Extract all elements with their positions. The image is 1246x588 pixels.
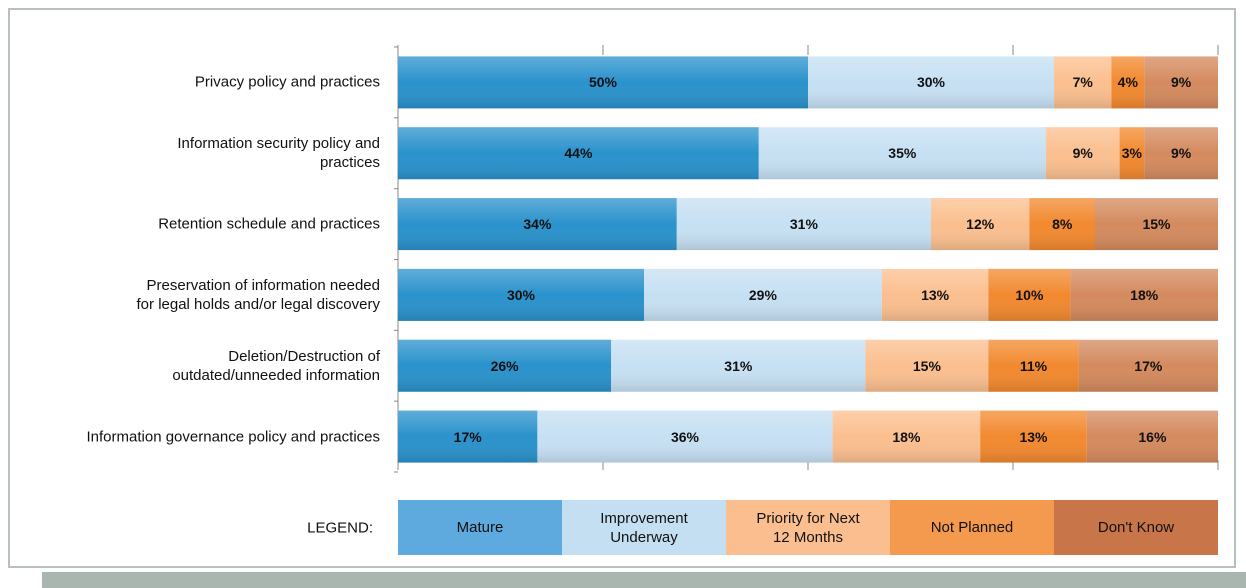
value-label: 15% xyxy=(912,357,941,374)
value-label: 16% xyxy=(1138,428,1167,445)
bar-shade xyxy=(758,127,1046,180)
value-label: 17% xyxy=(1134,357,1163,374)
bar-shade xyxy=(1070,268,1218,321)
bar-shade xyxy=(398,339,612,392)
value-label: 44% xyxy=(564,145,593,162)
category-label: Information security policy and practice… xyxy=(177,135,380,172)
value-label: 29% xyxy=(748,286,777,303)
bar-shade xyxy=(398,410,538,463)
value-label: 36% xyxy=(670,428,700,445)
value-label: 31% xyxy=(724,357,753,374)
value-label: 30% xyxy=(506,286,536,303)
bar-shade xyxy=(1119,127,1145,180)
bar-shade xyxy=(1029,198,1095,251)
legend-item: Priority for Next 12 Months xyxy=(726,500,890,555)
value-label: 34% xyxy=(523,216,552,233)
bar-shade xyxy=(1054,56,1112,109)
bar-shade xyxy=(988,339,1079,392)
bar-shade xyxy=(1045,127,1120,180)
bar-shade xyxy=(537,410,833,463)
value-label: 12% xyxy=(966,216,995,233)
bar-shade xyxy=(931,198,1030,251)
value-label: 4% xyxy=(1117,74,1138,91)
category-label: Information governance policy and practi… xyxy=(86,428,381,446)
bar-shade xyxy=(611,339,866,392)
value-label: 9% xyxy=(1170,145,1192,162)
legend-item: Improvement Underway xyxy=(562,500,726,555)
bar-shade xyxy=(1086,410,1218,463)
value-label: 18% xyxy=(892,428,921,445)
bar-shade xyxy=(1111,56,1145,109)
bar-shade xyxy=(980,410,1087,463)
bar-shade xyxy=(1144,127,1218,180)
value-label: 8% xyxy=(1052,216,1073,233)
bar-shade xyxy=(398,56,808,109)
value-label: 3% xyxy=(1121,145,1143,162)
bar-shade xyxy=(988,268,1071,321)
value-label: 18% xyxy=(1130,286,1159,303)
value-label: 50% xyxy=(588,74,618,91)
bar-shade xyxy=(1095,198,1218,251)
value-label: 13% xyxy=(1019,428,1048,445)
bar-shade xyxy=(644,268,882,321)
value-label: 31% xyxy=(789,216,818,233)
category-label: Privacy policy and practices xyxy=(194,73,380,91)
value-label: 11% xyxy=(1019,357,1048,374)
frame xyxy=(8,8,1236,568)
bar-shade xyxy=(1144,56,1218,109)
value-label: 15% xyxy=(1142,216,1171,233)
bar-shade xyxy=(881,268,989,321)
category-label: Preservation of information needed for l… xyxy=(136,276,380,313)
bar-shade xyxy=(1078,339,1218,392)
value-label: 9% xyxy=(1170,74,1192,91)
category-label: Deletion/Destruction of outdated/unneede… xyxy=(172,347,380,384)
value-label: 13% xyxy=(921,286,950,303)
legend-title: LEGEND: xyxy=(307,519,373,537)
category-label: Retention schedule and practices xyxy=(158,215,380,233)
value-label: 7% xyxy=(1072,74,1093,91)
value-label: 9% xyxy=(1072,145,1093,162)
bar-shade xyxy=(398,198,677,251)
bar-shade xyxy=(808,56,1054,109)
frame-shadow xyxy=(42,572,1246,588)
value-label: 26% xyxy=(490,357,519,374)
bar-shade xyxy=(398,268,644,321)
value-label: 30% xyxy=(916,74,946,91)
bar-shade xyxy=(398,127,759,180)
bar-shade xyxy=(865,339,989,392)
value-label: 17% xyxy=(453,428,482,445)
value-label: 10% xyxy=(1015,286,1044,303)
legend-item: Not Planned xyxy=(890,500,1054,555)
bar-shade xyxy=(676,198,931,251)
legend-item: Mature xyxy=(398,500,562,555)
value-label: 35% xyxy=(888,145,917,162)
legend-item: Don't Know xyxy=(1054,500,1218,555)
bar-shade xyxy=(832,410,981,463)
